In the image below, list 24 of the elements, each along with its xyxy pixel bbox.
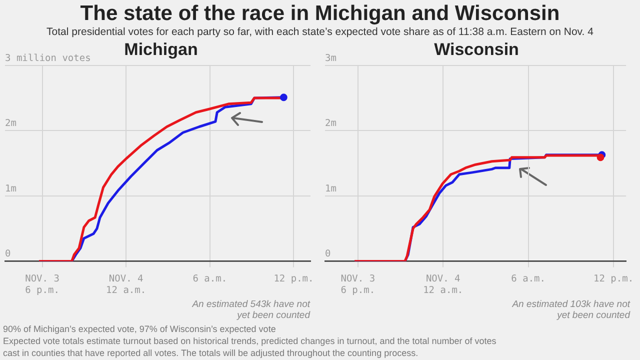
x-tick-label: NOV. 3 6 p.m. [340,273,376,296]
text: An estimated 103k have not yet been counted [511,299,630,321]
x-tick-label: 12 p.m. [274,273,314,284]
text: 90% of Michigan’s expected vote, 97% of Wisconsin’s expected vote [3,323,277,335]
x-tick-label: 12 p.m. [594,273,634,284]
y-tick-label: 2m [5,118,17,130]
y-tick-label: 2m [325,118,337,130]
chart-title: Wisconsin [434,40,519,59]
x-tick-label: 6 a.m. [511,273,546,284]
y-tick-label: 3m [325,52,337,64]
text: Expected vote totals estimate turnout based on historical trends, predicted changes in turnout, and the total number of votes cast in counties that have reported all votes. The totals will be adjusted throughout the counting process. [3,335,498,359]
y-tick-label: 0 [325,248,331,260]
text: An estimated 543k have not yet been counted [191,299,310,321]
x-tick-label: NOV. 3 6 p.m. [25,273,60,296]
y-tick-label: 0 [5,248,11,260]
x-tick-label: 6 a.m. [192,273,228,284]
x-tick-label: NOV. 4 12 a.m. [106,273,146,296]
x-tick-label: NOV. 4 12 a.m. [423,273,464,296]
chart-title: Michigan [124,40,198,59]
y-tick-label: 1m [325,183,337,194]
y-tick-label: 3 million votes [5,52,91,64]
y-tick-label: 1m [5,183,17,194]
text: Total presidential votes for each party so far, with each state’s expected vote share as of 11:38 a.m. Eastern on Nov. 4 [46,26,594,39]
text: The state of the race in Michigan and Wisconsin [79,1,561,26]
